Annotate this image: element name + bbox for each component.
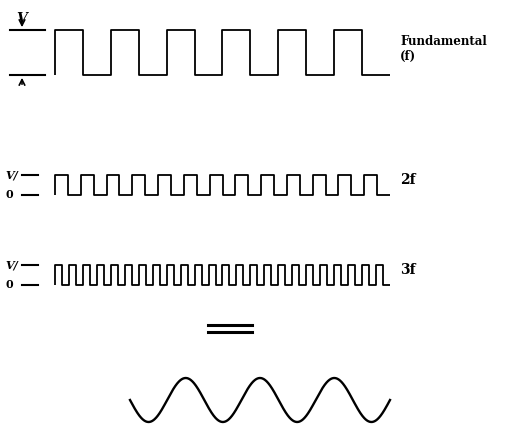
Text: V/: V/ <box>5 169 18 181</box>
Text: V/: V/ <box>5 259 18 271</box>
Text: 0: 0 <box>5 190 12 200</box>
Text: (f): (f) <box>400 50 416 63</box>
Text: 3f: 3f <box>400 263 415 277</box>
Text: Fundamental: Fundamental <box>400 35 487 48</box>
Text: V: V <box>17 12 28 26</box>
Text: 2f: 2f <box>400 173 415 187</box>
Text: 0: 0 <box>5 279 12 291</box>
